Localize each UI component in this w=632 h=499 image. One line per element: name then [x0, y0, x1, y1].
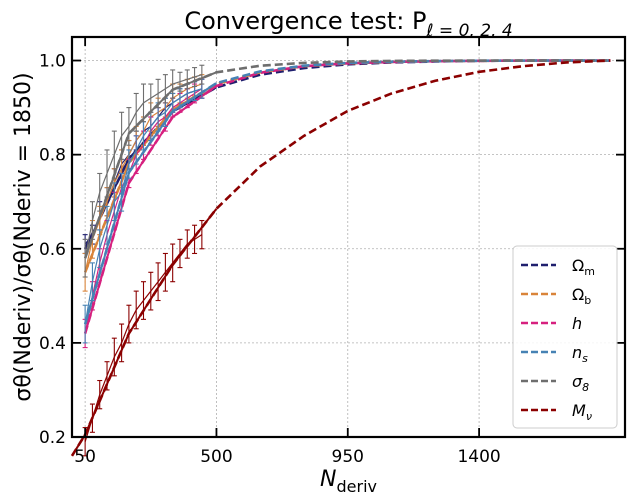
x-tick-label: 1400 [457, 447, 500, 467]
x-tick-label: 50 [74, 447, 96, 467]
y-tick-label: 0.4 [39, 334, 66, 354]
legend-label: Mν [572, 401, 592, 423]
series-group [70, 59, 611, 457]
legend-label-main: Ω [572, 285, 584, 304]
legend-label-main: M [572, 401, 586, 420]
series-layer [70, 59, 611, 457]
series-group [82, 59, 611, 255]
y-tick-label: 0.2 [39, 428, 66, 448]
x-tick-label: 950 [332, 447, 364, 467]
legend-label-subscript: b [584, 294, 591, 307]
x-axis-label-main: N [320, 467, 336, 492]
fit-overlay [84, 85, 218, 334]
legend-label: h [572, 314, 582, 333]
fit-overlay [71, 208, 218, 457]
chart-title: Convergence test: Pℓ = 0, 2, 4 [184, 7, 512, 41]
legend-label: σ8 [572, 372, 589, 394]
chart-title-subscript: ℓ = 0, 2, 4 [426, 21, 513, 41]
legend-label-subscript: m [584, 265, 595, 278]
y-tick-label: 0.8 [39, 146, 66, 166]
y-tick-label: 1.0 [39, 52, 66, 72]
fit-overlay [84, 82, 217, 325]
series-group [82, 59, 611, 278]
legend-label-main: n [572, 343, 582, 362]
legend-label: Ωm [572, 256, 595, 278]
legend-label-subscript: 8 [582, 381, 589, 394]
legend-label-main: h [572, 314, 582, 333]
legend-label: Ωb [572, 285, 591, 307]
chart-title-main: Convergence test: P [184, 7, 426, 35]
axis-ticks: 50 500 950 1400 0.2 0.4 0.6 0.8 1.0 [39, 37, 625, 467]
y-axis-label: σθ(Nderiv)/σθ(Nderiv = 1850) [11, 72, 36, 401]
fit-overlay [84, 71, 217, 259]
legend-label-main: Ω [572, 256, 584, 275]
x-axis-label-subscript: deriv [336, 477, 377, 496]
legend-label-subscript: ν [586, 410, 592, 423]
legend-frame [512, 245, 618, 429]
x-axis-label: Nderiv [320, 467, 377, 496]
legend-label: ns [572, 343, 588, 365]
legend-label-main: σ [572, 372, 583, 391]
x-tick-label: 500 [200, 447, 232, 467]
y-tick-label: 0.6 [39, 240, 66, 260]
legend-label-subscript: s [582, 352, 588, 365]
